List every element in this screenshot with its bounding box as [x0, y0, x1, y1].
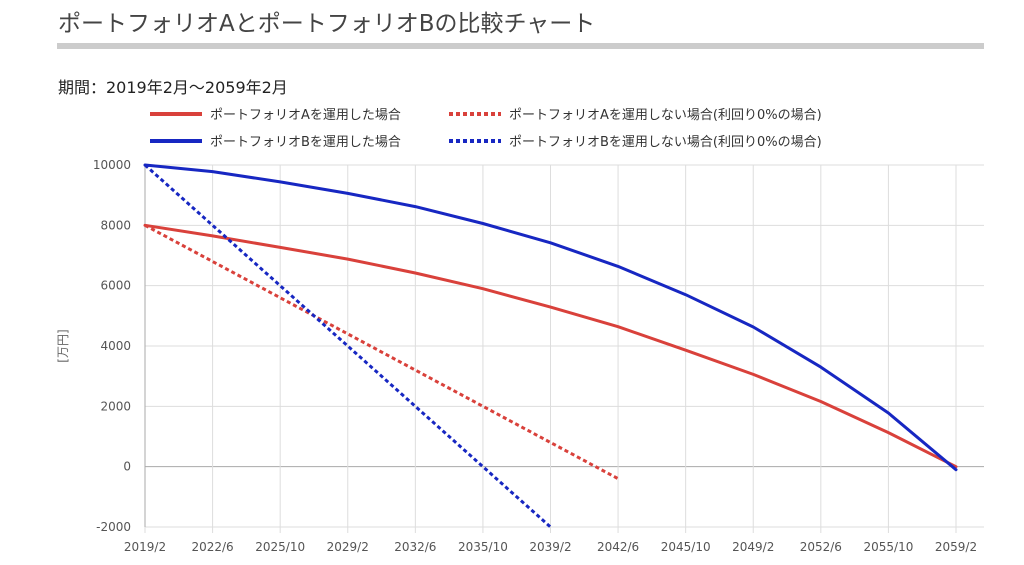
x-tick-label: 2025/10: [255, 540, 305, 554]
legend-item-2[interactable]: ポートフォリオAを運用しない場合(利回り0%の場合): [449, 108, 822, 123]
legend-item-1[interactable]: ポートフォリオAを運用した場合: [150, 108, 401, 123]
y-tick-label: 2000: [100, 399, 131, 413]
x-tick-label: 2045/10: [661, 540, 711, 554]
x-tick-label: 2029/2: [327, 540, 369, 554]
legend-item-3[interactable]: ポートフォリオBを運用した場合: [150, 135, 401, 150]
legend-label: ポートフォリオBを運用した場合: [210, 135, 401, 150]
series-line-1: [143, 223, 958, 469]
y-tick-label: 10000: [93, 158, 131, 172]
series-line-3: [143, 163, 958, 472]
legend-label: ポートフォリオAを運用した場合: [210, 108, 401, 123]
period-label: 期間：2019年2月〜2059年2月: [58, 78, 288, 97]
y-tick-label: -2000: [96, 520, 131, 534]
y-tick-label: 6000: [100, 279, 131, 293]
x-tick-label: 2059/2: [935, 540, 977, 554]
chart-title: ポートフォリオAとポートフォリオBの比較チャート: [58, 11, 596, 37]
x-tick-label: 2022/6: [191, 540, 233, 554]
x-tick-label: 2035/10: [458, 540, 508, 554]
legend-label: ポートフォリオAを運用しない場合(利回り0%の場合): [509, 108, 822, 123]
chart-series: [143, 163, 958, 529]
x-tick-label: 2019/2: [124, 540, 166, 554]
legend-item-4[interactable]: ポートフォリオBを運用しない場合(利回り0%の場合): [449, 135, 822, 150]
chart-grid: [144, 164, 984, 533]
y-axis-label: [万円]: [56, 329, 70, 362]
y-tick-label: 4000: [100, 339, 131, 353]
series-line-2: [144, 223, 619, 481]
legend-label: ポートフォリオBを運用しない場合(利回り0%の場合): [509, 135, 822, 150]
x-tick-label: 2049/2: [732, 540, 774, 554]
x-tick-label: 2052/6: [800, 540, 842, 554]
y-tick-label: 8000: [100, 218, 131, 232]
title-underline: [57, 43, 984, 49]
y-tick-label: 0: [123, 460, 131, 474]
x-tick-label: 2032/6: [394, 540, 436, 554]
x-tick-label: 2039/2: [529, 540, 571, 554]
chart-axes: 10000 8000 6000 4000 2000 0 -2000 2019/2 2022/6 2…: [93, 158, 977, 554]
x-tick-label: 2055/10: [863, 540, 913, 554]
x-tick-label: 2042/6: [597, 540, 639, 554]
chart-legend: ポートフォリオAを運用した場合 ポートフォリオAを運用しない場合(利回り0%の場合…: [150, 108, 822, 150]
